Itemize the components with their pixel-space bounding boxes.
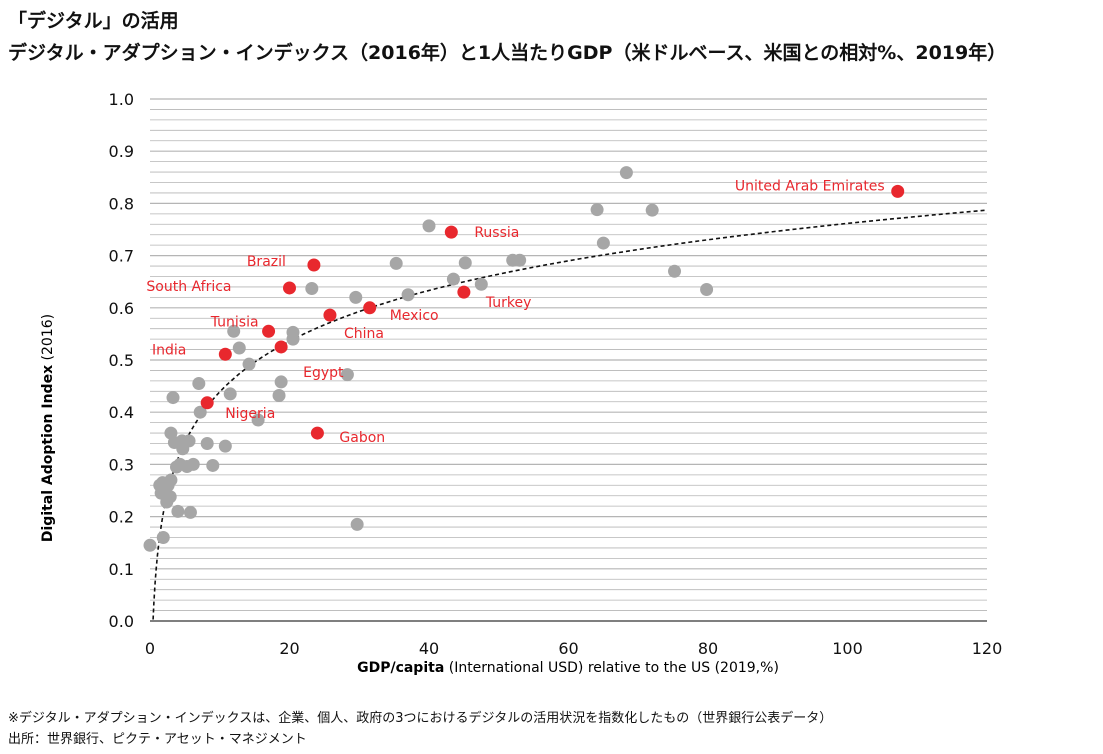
- data-point: [223, 387, 237, 401]
- x-tick-label: 100: [832, 639, 863, 658]
- chart-title: 「デジタル」の活用: [8, 10, 179, 32]
- data-point: [200, 437, 214, 451]
- point-labels: United Arab Emirates Russia Brazil South Af…: [146, 178, 884, 446]
- y-tick-label: 0.1: [109, 560, 134, 579]
- footnote: ※デジタル・アダプション・インデックスは、企業、個人、政府の3つにおけるデジタル…: [8, 711, 833, 726]
- point-label: Brazil: [247, 254, 286, 270]
- y-tick-label: 0.5: [109, 351, 134, 370]
- y-tick-label: 0.6: [109, 299, 134, 318]
- data-point: [340, 368, 354, 382]
- x-tick-label: 60: [558, 639, 578, 658]
- tick-labels: 0.0 0.1 0.2 0.3 0.4 0.5 0.6 0.7 0.8 0.9 1.0 0 20 40 60…: [109, 90, 1003, 658]
- data-point: [474, 277, 488, 291]
- x-tick-label: 40: [419, 639, 439, 658]
- data-points: [143, 166, 905, 552]
- y-axis-label-main: Digital Adoption Index: [40, 365, 56, 542]
- point-label: China: [344, 326, 384, 342]
- data-point: [218, 439, 232, 453]
- x-axis-label: GDP/capita (International USD) relative …: [357, 660, 779, 676]
- y-axis-label: Digital Adoption Index (2016): [40, 314, 56, 542]
- data-point: [232, 341, 246, 355]
- data-point: [251, 413, 265, 427]
- point-label: Turkey: [485, 295, 532, 311]
- highlighted-data-point: [307, 258, 321, 272]
- y-tick-label: 0.0: [109, 612, 134, 631]
- data-point: [156, 530, 170, 544]
- x-tick-label: 20: [279, 639, 299, 658]
- data-point: [513, 253, 527, 267]
- y-tick-label: 0.4: [109, 403, 134, 422]
- highlighted-data-point: [200, 396, 214, 410]
- highlighted-data-point: [218, 347, 232, 361]
- source-note: 出所：世界銀行、ピクテ・アセット・マネジメント: [8, 732, 307, 747]
- point-label: Russia: [474, 225, 519, 241]
- data-point: [192, 376, 206, 390]
- highlighted-data-point: [891, 184, 905, 198]
- data-point: [645, 203, 659, 217]
- y-axis-label-detail: (2016): [40, 314, 56, 365]
- highlighted-data-point: [283, 281, 296, 295]
- data-point: [668, 264, 682, 278]
- data-point: [183, 505, 197, 519]
- data-point: [164, 426, 178, 440]
- point-label: Mexico: [390, 308, 439, 324]
- data-point: [350, 517, 364, 531]
- data-point: [389, 256, 403, 270]
- data-point: [143, 538, 157, 552]
- data-point: [166, 391, 180, 405]
- highlighted-data-point: [323, 308, 337, 322]
- scatter-chart: 0.0 0.1 0.2 0.3 0.4 0.5 0.6 0.7 0.8 0.9 1.0 0 20 40 60…: [40, 90, 1003, 676]
- highlighted-data-point: [274, 340, 288, 354]
- chart-subtitle: デジタル・アダプション・インデックス（2016年）と1人当たりGDP（米ドルベー…: [8, 42, 1007, 64]
- data-point: [596, 236, 610, 250]
- data-point: [700, 283, 714, 297]
- point-label: India: [152, 342, 186, 358]
- data-point: [305, 281, 319, 295]
- y-tick-label: 0.2: [109, 508, 134, 527]
- data-point: [154, 486, 168, 500]
- data-point: [446, 272, 460, 286]
- y-tick-label: 0.9: [109, 142, 134, 161]
- data-point: [590, 203, 604, 217]
- point-label: Nigeria: [225, 406, 275, 422]
- data-point: [242, 357, 256, 371]
- y-tick-label: 0.3: [109, 455, 134, 474]
- y-tick-label: 0.8: [109, 194, 134, 213]
- highlighted-data-point: [444, 225, 458, 239]
- x-tick-label: 120: [972, 639, 1003, 658]
- data-point: [170, 460, 184, 474]
- data-point: [349, 290, 363, 304]
- highlighted-data-point: [262, 324, 276, 338]
- data-point: [206, 458, 220, 472]
- data-point: [422, 219, 436, 233]
- highlighted-data-point: [363, 301, 377, 315]
- x-axis-label-detail: (International USD) relative to the US (…: [444, 660, 779, 676]
- data-point: [171, 504, 185, 518]
- point-label: Egypt: [303, 365, 344, 381]
- data-point: [286, 332, 300, 346]
- point-label: United Arab Emirates: [735, 178, 885, 194]
- data-point: [458, 256, 472, 270]
- highlighted-data-point: [310, 426, 324, 440]
- x-tick-label: 80: [698, 639, 718, 658]
- x-tick-label: 0: [145, 639, 155, 658]
- grid-lines: [150, 98, 987, 611]
- point-label: Gabon: [339, 430, 385, 446]
- y-tick-label: 0.7: [109, 247, 134, 266]
- highlighted-data-point: [457, 285, 471, 299]
- point-label: Tunisia: [210, 314, 259, 330]
- y-tick-label: 1.0: [109, 90, 134, 109]
- data-point: [619, 166, 633, 180]
- data-point: [274, 375, 288, 389]
- x-axis-label-main: GDP/capita: [357, 660, 444, 676]
- data-point: [193, 405, 207, 419]
- data-point: [272, 388, 286, 402]
- data-point: [401, 288, 415, 302]
- point-label: South Africa: [146, 279, 231, 295]
- data-point: [227, 324, 241, 338]
